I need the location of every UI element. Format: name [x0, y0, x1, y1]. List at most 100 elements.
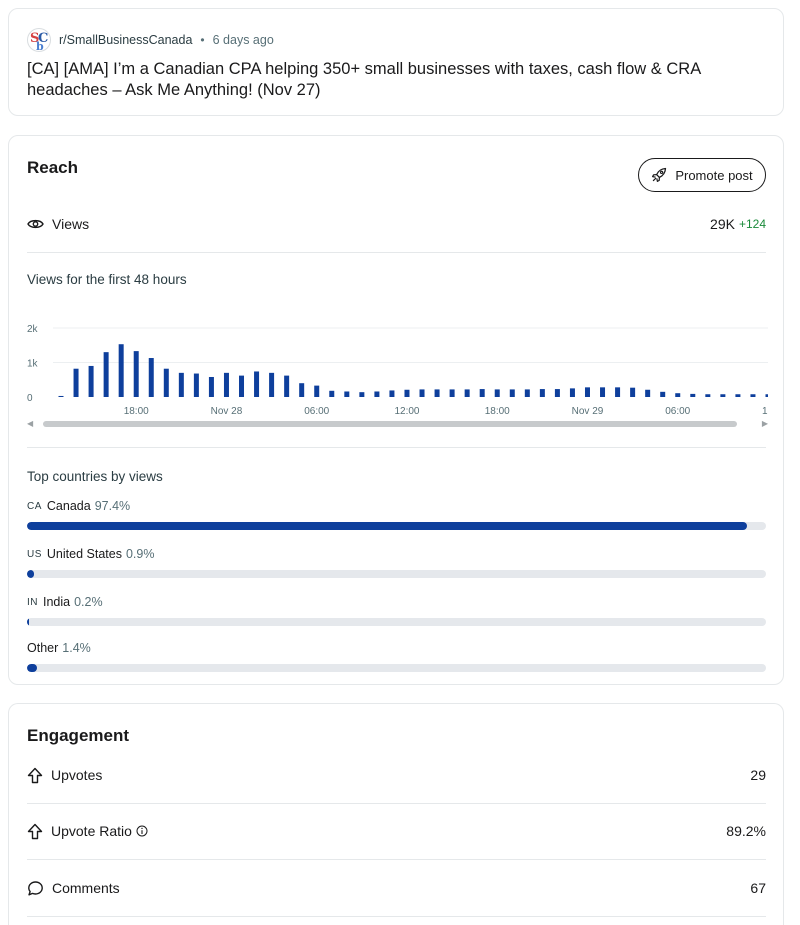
countries-caption: Top countries by views — [27, 469, 163, 484]
chart-bar — [554, 389, 560, 397]
engagement-card: Engagement Upvotes 29 Upvote Ratio 89.2%… — [8, 703, 784, 925]
upvote-ratio-row: Upvote Ratio 89.2% — [27, 818, 766, 844]
country-percent: 1.4% — [62, 641, 91, 655]
chart-bar — [103, 352, 109, 397]
country-name: Other — [27, 641, 59, 655]
divider — [27, 916, 766, 917]
comment-bubble-icon — [28, 880, 43, 895]
chart-bar — [329, 390, 335, 397]
rocket-icon — [652, 167, 667, 182]
info-icon[interactable] — [136, 825, 148, 837]
chart-bar — [178, 372, 184, 397]
promote-post-label: Promote post — [675, 167, 753, 183]
chart-bar — [584, 387, 590, 397]
views-label: Views — [52, 216, 90, 232]
divider — [27, 447, 766, 448]
eye-icon — [27, 219, 44, 229]
country-row-united-states: US United States 0.9% — [27, 545, 766, 579]
country-row-india: IN India 0.2% — [27, 593, 766, 627]
upvotes-row: Upvotes 29 — [27, 762, 766, 788]
upvote-ratio-value: 89.2% — [726, 823, 766, 839]
post-time-ago: 6 days ago — [212, 33, 274, 47]
chart-bar — [735, 394, 741, 397]
country-name: Canada — [46, 499, 91, 513]
chart-bar — [690, 393, 696, 397]
subreddit-name[interactable]: r/SmallBusinessCanada — [59, 33, 193, 47]
divider — [27, 859, 766, 860]
divider — [27, 252, 766, 253]
comments-row: Comments 67 — [27, 875, 766, 901]
country-percent: 97.4% — [94, 499, 131, 513]
country-bar-fill — [27, 570, 34, 578]
country-code: US — [27, 548, 42, 560]
upvote-arrow-icon — [27, 823, 43, 839]
chart-x-tick-label: Nov 29 — [572, 406, 604, 417]
reach-title: Reach — [27, 158, 79, 177]
chart-bar — [645, 389, 651, 397]
chart-bar — [389, 390, 395, 397]
chart-bar — [509, 389, 515, 397]
chart-x-tick-label: 12: — [762, 406, 768, 417]
chart-bar — [705, 394, 711, 397]
chart-y-tick-label: 1k — [27, 359, 39, 370]
country-percent: 0.9% — [125, 547, 155, 561]
scroll-right-icon[interactable]: ▶ — [761, 419, 768, 428]
chart-bar — [359, 392, 365, 397]
chart-bar — [720, 394, 726, 397]
chart-bar — [765, 394, 768, 397]
chart-bar — [88, 365, 94, 397]
promote-post-button[interactable]: Promote post — [638, 158, 766, 192]
post-title[interactable]: [CA] [AMA] I’m a Canadian CPA helping 35… — [27, 60, 701, 99]
reach-card: Reach Promote post Views 29K +124 Views … — [8, 135, 784, 685]
views-chart: 0 1k 2k 18:00 Nov 28 06:00 12:00 18:00 Nov 29 06:… — [27, 324, 768, 417]
chart-bar — [464, 389, 470, 397]
chart-x-tick-label: 18:00 — [485, 406, 510, 417]
upvotes-label: Upvotes — [51, 767, 103, 783]
chart-bar — [374, 391, 380, 397]
chart-bar — [314, 385, 320, 397]
chart-bar — [239, 375, 245, 397]
scroll-thumb[interactable] — [43, 421, 737, 427]
comments-value: 67 — [750, 880, 766, 896]
comments-label: Comments — [52, 880, 120, 896]
chart-bar — [254, 371, 260, 397]
chart-bar — [193, 373, 199, 397]
chart-bar — [449, 389, 455, 397]
meta-separator: • — [200, 33, 205, 47]
divider — [27, 803, 766, 804]
chart-bar — [569, 388, 575, 397]
country-code: CA — [27, 500, 42, 512]
chart-bar — [524, 389, 530, 397]
chart-bar — [58, 395, 64, 397]
chart-bar — [118, 344, 124, 397]
chart-x-tick-label: 12:00 — [394, 406, 419, 417]
chart-bar — [660, 391, 666, 397]
country-row-canada: CA Canada 97.4% — [27, 497, 766, 531]
chart-bar — [494, 389, 500, 397]
scroll-left-icon[interactable]: ◀ — [27, 419, 34, 428]
chart-bar — [600, 387, 606, 397]
chart-bar — [434, 389, 440, 397]
country-bar-fill — [27, 522, 747, 530]
chart-bar — [675, 393, 681, 397]
chart-bar — [539, 389, 545, 397]
chart-x-tick-label: 06:00 — [665, 406, 690, 417]
country-name: United States — [46, 547, 122, 561]
upvote-ratio-label: Upvote Ratio — [51, 823, 132, 839]
country-code: IN — [27, 596, 38, 608]
chart-bar — [419, 389, 425, 397]
chart-bar — [344, 391, 350, 397]
country-bar-track — [27, 570, 766, 578]
views-chart-caption: Views for the first 48 hours — [27, 272, 187, 287]
views-value: 29K — [710, 216, 735, 232]
chart-bar — [223, 372, 229, 397]
chart-scrollbar[interactable]: ◀ ▶ — [27, 419, 768, 429]
chart-bar — [269, 372, 275, 397]
upvote-arrow-icon — [27, 767, 43, 783]
country-bar-track — [27, 618, 766, 626]
chart-y-tick-label: 2k — [27, 324, 39, 335]
chart-bar — [750, 394, 756, 397]
